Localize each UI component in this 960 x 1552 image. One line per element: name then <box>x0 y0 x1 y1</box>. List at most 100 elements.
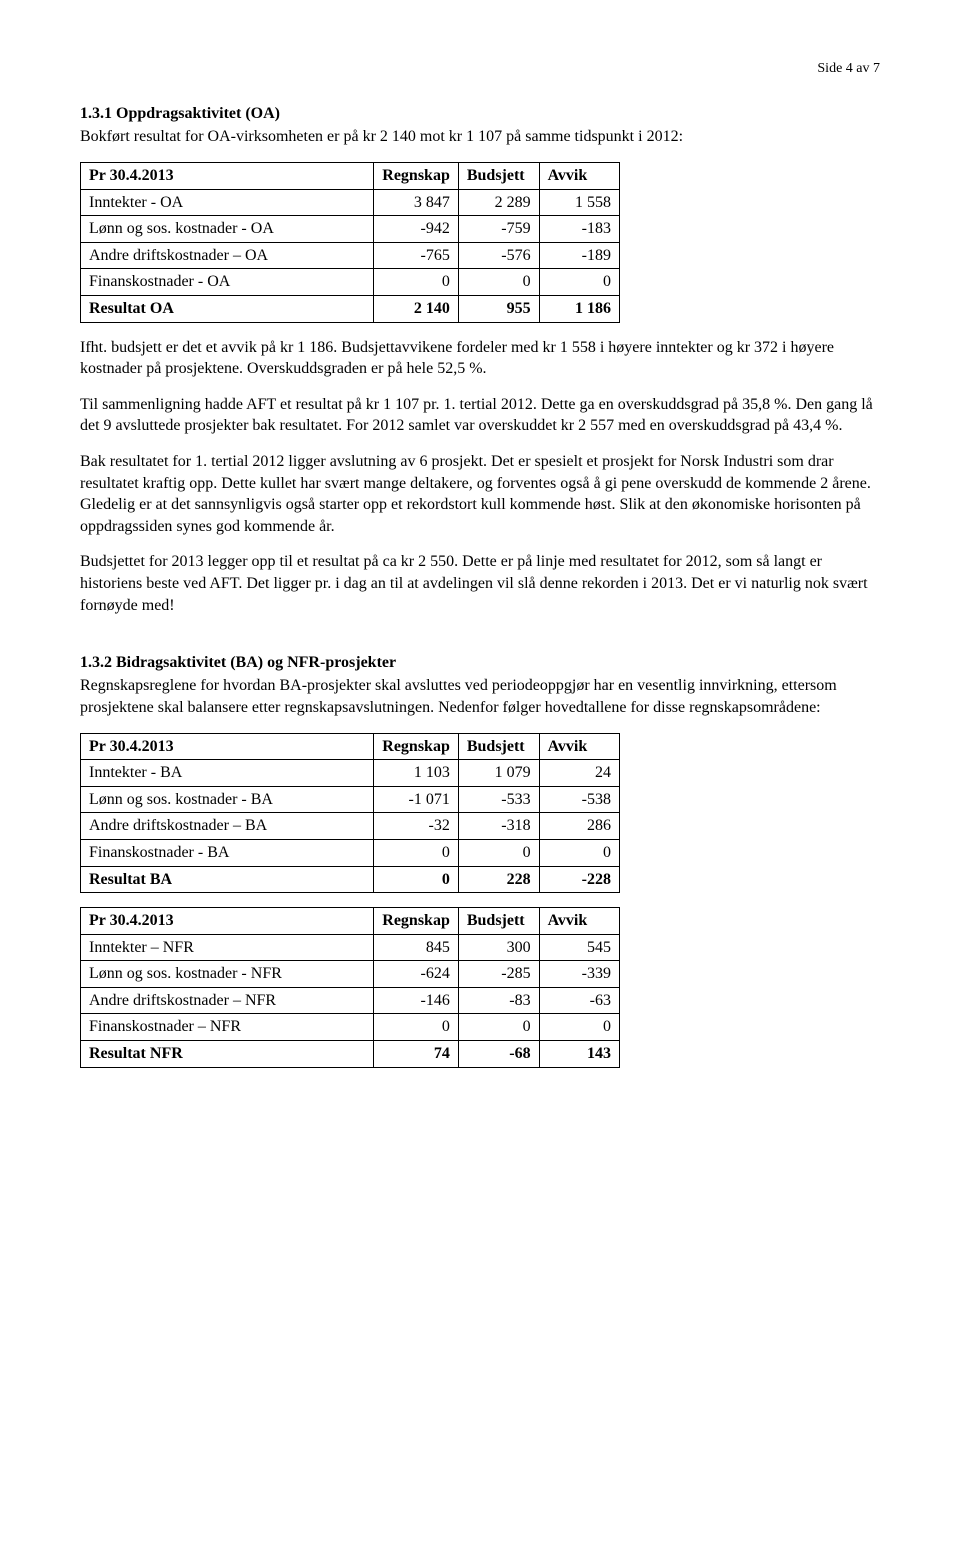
th: Avvik <box>539 908 619 935</box>
cell-value: 0 <box>458 839 539 866</box>
table-row: Finanskostnader – NFR000 <box>81 1014 620 1041</box>
cell-value: 74 <box>374 1041 459 1068</box>
oa-p2: Til sammenligning hadde AFT et resultat … <box>80 394 880 437</box>
table-row: Inntekter – NFR845300545 <box>81 934 620 961</box>
th: Pr 30.4.2013 <box>81 163 374 190</box>
cell-value: 228 <box>458 866 539 893</box>
table-row: Finanskostnader - OA000 <box>81 269 620 296</box>
cell-label: Lønn og sos. kostnader - NFR <box>81 961 374 988</box>
cell-label: Inntekter - BA <box>81 760 374 787</box>
cell-label: Lønn og sos. kostnader - OA <box>81 216 374 243</box>
cell-value: -576 <box>458 242 539 269</box>
cell-value: -765 <box>374 242 459 269</box>
table-row: Andre driftskostnader – NFR-146-83-63 <box>81 987 620 1014</box>
cell-value: -624 <box>374 961 459 988</box>
table-row: Inntekter - OA3 8472 2891 558 <box>81 189 620 216</box>
th: Regnskap <box>374 163 459 190</box>
table-row: Resultat NFR74-68143 <box>81 1041 620 1068</box>
table-oa: Pr 30.4.2013 Regnskap Budsjett Avvik Inn… <box>80 162 620 323</box>
cell-value: 2 140 <box>374 296 459 323</box>
cell-label: Finanskostnader - OA <box>81 269 374 296</box>
cell-value: -183 <box>539 216 619 243</box>
cell-value: 24 <box>539 760 619 787</box>
cell-label: Lønn og sos. kostnader - BA <box>81 786 374 813</box>
cell-value: 143 <box>539 1041 619 1068</box>
cell-value: -228 <box>539 866 619 893</box>
cell-value: -63 <box>539 987 619 1014</box>
cell-label: Andre driftskostnader – OA <box>81 242 374 269</box>
cell-value: 0 <box>374 1014 459 1041</box>
cell-value: 1 186 <box>539 296 619 323</box>
cell-label: Resultat NFR <box>81 1041 374 1068</box>
table-nfr: Pr 30.4.2013 Regnskap Budsjett Avvik Inn… <box>80 907 620 1068</box>
cell-value: 0 <box>539 1014 619 1041</box>
cell-value: 845 <box>374 934 459 961</box>
th: Regnskap <box>374 733 459 760</box>
cell-label: Andre driftskostnader – NFR <box>81 987 374 1014</box>
th: Regnskap <box>374 908 459 935</box>
th: Avvik <box>539 733 619 760</box>
table-row: Lønn og sos. kostnader - NFR-624-285-339 <box>81 961 620 988</box>
cell-label: Inntekter - OA <box>81 189 374 216</box>
th: Budsjett <box>458 163 539 190</box>
section-ba-heading: 1.3.2 Bidragsaktivitet (BA) og NFR-prosj… <box>80 652 880 674</box>
cell-value: 0 <box>374 839 459 866</box>
table-row: Resultat OA2 1409551 186 <box>81 296 620 323</box>
table-row: Andre driftskostnader – BA-32-318286 <box>81 813 620 840</box>
th: Pr 30.4.2013 <box>81 908 374 935</box>
cell-label: Finanskostnader – NFR <box>81 1014 374 1041</box>
cell-value: -759 <box>458 216 539 243</box>
page-number: Side 4 av 7 <box>80 60 880 79</box>
cell-value: -189 <box>539 242 619 269</box>
table-ba: Pr 30.4.2013 Regnskap Budsjett Avvik Inn… <box>80 733 620 894</box>
cell-value: -1 071 <box>374 786 459 813</box>
tbody-ba: Inntekter - BA1 1031 07924Lønn og sos. k… <box>81 760 620 893</box>
cell-label: Resultat BA <box>81 866 374 893</box>
cell-value: -339 <box>539 961 619 988</box>
oa-p3: Bak resultatet for 1. tertial 2012 ligge… <box>80 451 880 537</box>
cell-value: 955 <box>458 296 539 323</box>
th: Budsjett <box>458 908 539 935</box>
cell-value: 0 <box>458 269 539 296</box>
cell-value: 300 <box>458 934 539 961</box>
oa-p4: Budsjettet for 2013 legger opp til et re… <box>80 551 880 616</box>
table-row: Resultat BA0228-228 <box>81 866 620 893</box>
cell-value: 286 <box>539 813 619 840</box>
cell-value: -538 <box>539 786 619 813</box>
table-row: Lønn og sos. kostnader - OA-942-759-183 <box>81 216 620 243</box>
cell-value: -285 <box>458 961 539 988</box>
table-row: Inntekter - BA1 1031 07924 <box>81 760 620 787</box>
cell-value: -146 <box>374 987 459 1014</box>
cell-value: -83 <box>458 987 539 1014</box>
cell-value: -942 <box>374 216 459 243</box>
cell-value: 1 103 <box>374 760 459 787</box>
cell-value: -68 <box>458 1041 539 1068</box>
section-oa-heading: 1.3.1 Oppdragsaktivitet (OA) <box>80 103 880 125</box>
table-row: Lønn og sos. kostnader - BA-1 071-533-53… <box>81 786 620 813</box>
cell-value: 1 079 <box>458 760 539 787</box>
cell-value: -318 <box>458 813 539 840</box>
cell-value: 0 <box>539 839 619 866</box>
cell-value: 2 289 <box>458 189 539 216</box>
cell-value: 0 <box>539 269 619 296</box>
cell-value: 3 847 <box>374 189 459 216</box>
cell-value: -32 <box>374 813 459 840</box>
cell-label: Andre driftskostnader – BA <box>81 813 374 840</box>
cell-label: Resultat OA <box>81 296 374 323</box>
section-ba-intro: Regnskapsreglene for hvordan BA-prosjekt… <box>80 675 880 718</box>
th: Budsjett <box>458 733 539 760</box>
table-row: Andre driftskostnader – OA-765-576-189 <box>81 242 620 269</box>
section-oa-intro: Bokført resultat for OA-virksomheten er … <box>80 126 880 148</box>
cell-value: 0 <box>458 1014 539 1041</box>
oa-p1: Ifht. budsjett er det et avvik på kr 1 1… <box>80 337 880 380</box>
cell-value: 0 <box>374 269 459 296</box>
th: Pr 30.4.2013 <box>81 733 374 760</box>
cell-value: -533 <box>458 786 539 813</box>
table-row: Finanskostnader - BA000 <box>81 839 620 866</box>
cell-label: Finanskostnader - BA <box>81 839 374 866</box>
cell-value: 545 <box>539 934 619 961</box>
cell-label: Inntekter – NFR <box>81 934 374 961</box>
cell-value: 0 <box>374 866 459 893</box>
tbody-oa: Inntekter - OA3 8472 2891 558Lønn og sos… <box>81 189 620 322</box>
tbody-nfr: Inntekter – NFR845300545Lønn og sos. kos… <box>81 934 620 1067</box>
